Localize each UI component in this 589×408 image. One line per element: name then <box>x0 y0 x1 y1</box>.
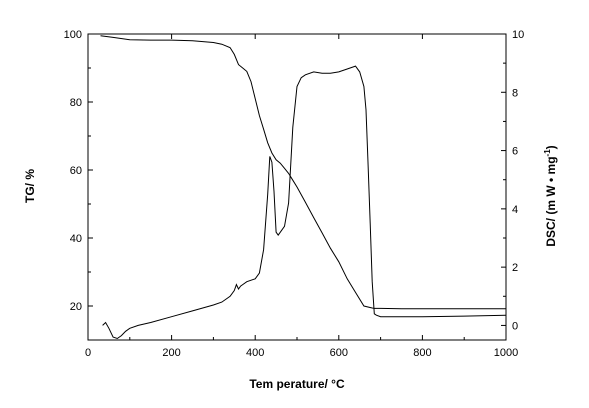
x-tick-label: 600 <box>330 347 348 359</box>
y-axis-left: 20 40 60 80 100 <box>64 29 93 313</box>
y-right-tick-label: 0 <box>512 320 518 332</box>
y-right-tick-label: 8 <box>512 87 518 99</box>
x-axis: 0 200 400 600 800 1000 <box>85 34 518 359</box>
x-tick-label: 1000 <box>494 347 518 359</box>
x-tick-label: 400 <box>246 347 264 359</box>
y-left-tick-label: 40 <box>70 233 82 245</box>
x-tick-label: 200 <box>162 347 180 359</box>
series-dsc-line <box>102 65 507 340</box>
y-right-tick-label: 4 <box>512 204 518 216</box>
y-axis-right-title-main: DSC/ (m W • mg <box>544 156 558 246</box>
y-axis-right-title-close: ) <box>544 145 558 149</box>
y-left-tick-label: 100 <box>64 29 82 41</box>
y-right-tick-label: 2 <box>512 262 518 274</box>
x-axis-title: Tem perature/ °C <box>249 377 345 391</box>
y-right-tick-label: 6 <box>512 146 518 158</box>
y-axis-left-title: TG/ % <box>23 169 37 203</box>
x-tick-label: 0 <box>85 347 91 359</box>
y-axis-right: 0 2 4 6 8 10 <box>501 29 524 332</box>
y-axis-right-title-sup: -1 <box>543 149 552 157</box>
y-left-tick-label: 60 <box>70 165 82 177</box>
x-tick-label: 800 <box>413 347 431 359</box>
y-left-tick-label: 20 <box>70 301 82 313</box>
series-tg-line <box>100 35 506 310</box>
y-right-tick-label: 10 <box>512 29 524 41</box>
y-left-tick-label: 80 <box>70 97 82 109</box>
y-axis-right-title: DSC/ (m W • mg-1) <box>543 145 558 246</box>
